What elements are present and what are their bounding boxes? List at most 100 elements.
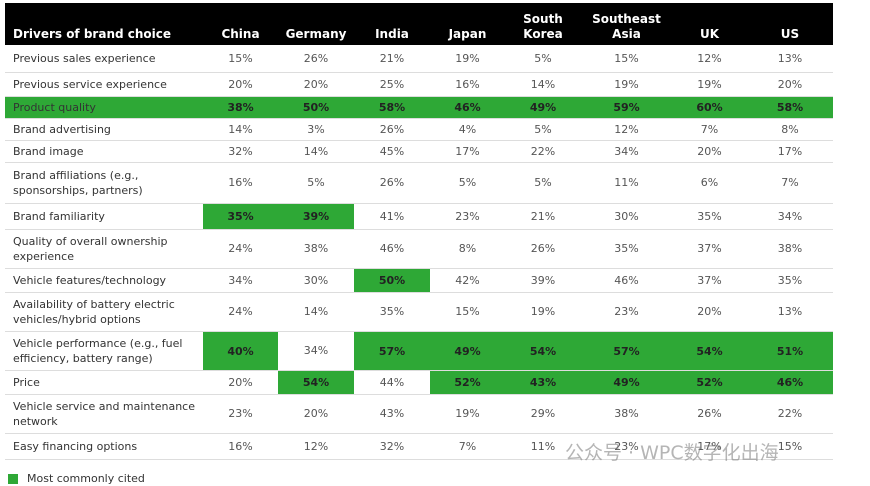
- cell-value: 34%: [303, 344, 329, 357]
- row-separator: [5, 118, 833, 119]
- cell-value: 40%: [203, 332, 278, 370]
- header-band: [5, 3, 833, 45]
- cell-value: 11%: [530, 439, 556, 453]
- cell-value: 49%: [581, 371, 672, 394]
- row-separator: [5, 459, 833, 460]
- row-label: Brand advertising: [13, 122, 111, 136]
- cell-value: 39%: [278, 204, 354, 229]
- cell-value: 12%: [697, 52, 722, 65]
- cell-value: 26%: [697, 407, 722, 420]
- row-separator: [5, 292, 833, 293]
- cell-value: 23%: [455, 209, 480, 223]
- cell-value: 20%: [228, 77, 253, 91]
- cell-value: 4%: [458, 122, 477, 136]
- cell-value: 35%: [697, 209, 722, 223]
- cell-value: 35%: [614, 242, 639, 255]
- cell-value: 49%: [430, 332, 505, 370]
- column-header: Germany: [285, 27, 347, 41]
- row-separator: [5, 394, 833, 395]
- row-separator: [5, 72, 833, 73]
- cell-value: 21%: [530, 209, 556, 223]
- cell-value: 19%: [614, 77, 639, 91]
- cell-value: 19%: [697, 77, 722, 91]
- column-header: Japan: [448, 27, 487, 41]
- cell-value: 15%: [614, 52, 639, 65]
- row-label: Vehicle performance (e.g., fuel efficien…: [13, 336, 183, 365]
- cell-value: 7%: [781, 176, 799, 189]
- cell-value: 35%: [777, 273, 803, 287]
- row-label: Previous sales experience: [13, 52, 156, 65]
- cell-value: 15%: [228, 52, 253, 65]
- cell-value: 14%: [228, 122, 253, 136]
- column-header: Drivers of brand choice: [13, 27, 172, 41]
- cell-value: 14%: [530, 77, 556, 91]
- cell-value: 43%: [505, 371, 581, 394]
- cell-value: 59%: [581, 97, 672, 118]
- cell-value: 38%: [203, 97, 278, 118]
- cell-value: 23%: [228, 407, 253, 420]
- cell-value: 8%: [458, 242, 477, 255]
- cell-value: 49%: [505, 97, 581, 118]
- row-separator: [5, 162, 833, 163]
- cell-value: 19%: [530, 305, 556, 318]
- row-label: Vehicle service and maintenance network: [13, 399, 195, 428]
- cell-value: 22%: [777, 407, 803, 420]
- column-header: Southeast Asia: [592, 12, 661, 41]
- legend: Most commonly cited: [8, 472, 145, 485]
- cell-value: 34%: [777, 209, 803, 223]
- cell-value: 6%: [700, 176, 719, 189]
- cell-value: 58%: [747, 97, 833, 118]
- cell-value: 37%: [697, 273, 722, 287]
- cell-value: 32%: [379, 439, 405, 453]
- cell-value: 54%: [672, 332, 747, 370]
- cell-value: 14%: [303, 305, 329, 318]
- cell-value: 43%: [379, 407, 405, 420]
- cell-value: 44%: [379, 375, 405, 389]
- cell-value: 34%: [614, 144, 639, 158]
- cell-value: 45%: [379, 144, 405, 158]
- cell-value: 39%: [530, 273, 556, 287]
- row-separator: [5, 433, 833, 434]
- row-label: Brand image: [13, 144, 84, 158]
- row-label: Product quality: [13, 100, 96, 114]
- cell-value: 20%: [777, 77, 803, 91]
- cell-value: 37%: [697, 242, 722, 255]
- cell-value: 22%: [530, 144, 556, 158]
- cell-value: 11%: [614, 176, 639, 189]
- cell-value: 15%: [777, 439, 803, 453]
- cell-value: 34%: [228, 273, 253, 287]
- cell-value: 57%: [581, 332, 672, 370]
- cell-value: 26%: [530, 242, 556, 255]
- row-separator: [5, 370, 833, 371]
- legend-label: Most commonly cited: [27, 472, 145, 485]
- cell-value: 38%: [777, 242, 803, 255]
- cell-value: 26%: [303, 52, 329, 65]
- cell-value: 29%: [530, 407, 556, 420]
- cell-value: 52%: [430, 371, 505, 394]
- row-separator: [5, 331, 833, 332]
- watermark: 公众号 · WPC数字化出海: [565, 442, 779, 464]
- cell-value: 26%: [379, 176, 405, 189]
- cell-value: 13%: [777, 305, 803, 318]
- cell-value: 20%: [303, 77, 329, 91]
- cell-value: 24%: [228, 305, 253, 318]
- cell-value: 17%: [455, 144, 480, 158]
- cell-value: 7%: [458, 439, 477, 453]
- cell-value: 5%: [534, 122, 552, 136]
- cell-value: 19%: [455, 407, 480, 420]
- cell-value: 38%: [614, 407, 639, 420]
- cell-value: 51%: [747, 332, 833, 370]
- row-label: Availability of battery electric vehicle…: [13, 297, 175, 326]
- row-separator: [5, 96, 833, 97]
- cell-value: 32%: [228, 144, 253, 158]
- cell-value: 5%: [534, 176, 552, 189]
- cell-value: 24%: [228, 242, 253, 255]
- cell-value: 38%: [303, 242, 329, 255]
- cell-value: 20%: [697, 144, 722, 158]
- row-label: Brand familiarity: [13, 209, 105, 223]
- cell-value: 20%: [697, 305, 722, 318]
- cell-value: 26%: [379, 122, 405, 136]
- cell-value: 35%: [203, 204, 278, 229]
- row-label: Quality of overall ownership experience: [13, 234, 168, 263]
